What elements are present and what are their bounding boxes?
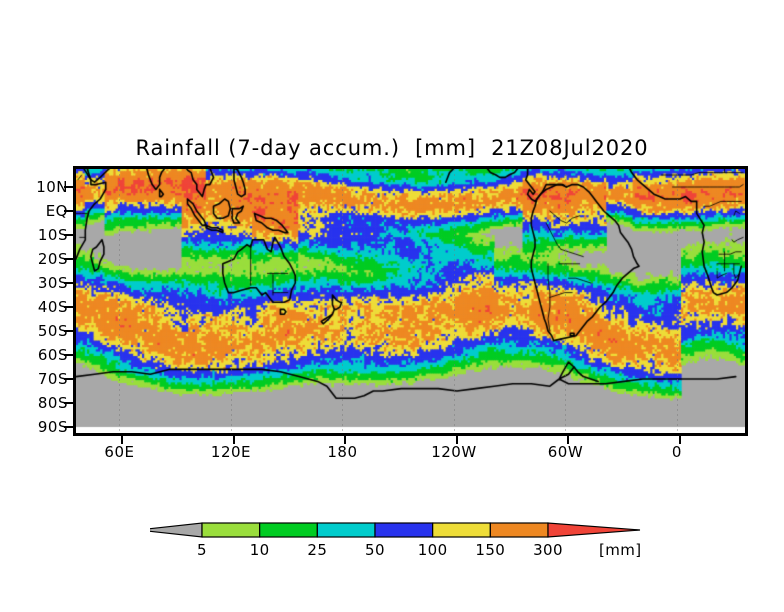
colorbar-tick-label: 300 — [533, 541, 563, 559]
y-axis-label: 50S — [37, 322, 68, 340]
x-axis-tick — [567, 436, 570, 444]
map-plot-area — [73, 166, 748, 436]
y-axis-tick — [64, 282, 73, 284]
colorbar-band — [374, 522, 434, 538]
y-axis-tick — [64, 354, 73, 356]
colorbar-tick-label: 5 — [197, 541, 207, 559]
colorbar-high-arrow — [547, 522, 641, 538]
y-axis-label: 20S — [37, 250, 68, 268]
y-axis-label: 80S — [37, 394, 68, 412]
colorbar-band — [316, 522, 376, 538]
y-axis-label: 30S — [37, 274, 68, 292]
x-axis-label: 180 — [327, 443, 358, 461]
y-axis-tick — [64, 402, 73, 404]
colorbar-tick-label: 150 — [475, 541, 506, 559]
colorbar-swatches — [150, 522, 641, 538]
gridline — [565, 169, 567, 433]
colorbar-tick-label: 100 — [417, 541, 448, 559]
y-axis-label: EQ — [45, 202, 68, 220]
gridline — [676, 169, 678, 433]
colorbar-low-arrow — [150, 522, 203, 538]
y-axis-tick — [64, 426, 73, 428]
x-axis-label: 120W — [431, 443, 477, 461]
x-axis-tick — [455, 436, 458, 444]
y-axis-tick — [64, 210, 73, 212]
x-axis-label: 60W — [547, 443, 584, 461]
gridline — [119, 169, 121, 433]
y-axis-tick — [64, 378, 73, 380]
x-axis-tick — [232, 436, 235, 444]
gridline — [453, 169, 455, 433]
colorbar-band — [201, 522, 261, 538]
colorbar-band — [432, 522, 491, 538]
x-axis-tick — [121, 436, 124, 444]
colorbar-units-label: [mm] — [599, 541, 642, 559]
page-title: Rainfall (7-day accum.) [mm] 21Z08Jul202… — [135, 136, 649, 160]
colorbar-tick-label: 10 — [249, 541, 270, 559]
y-axis: 10N EQ 10S 20S 30S 40S 50S 60S 70S 80S 90S — [12, 166, 68, 436]
colorbar-tick-label: 50 — [365, 541, 385, 559]
x-axis-label: 120E — [210, 443, 252, 461]
y-axis-label: 60S — [37, 346, 68, 364]
y-axis-label: 90S — [37, 418, 68, 436]
y-axis-tick — [64, 234, 73, 236]
y-axis-tick — [64, 330, 73, 332]
gridline — [230, 169, 232, 433]
colorbar-tick-label: 25 — [307, 541, 328, 559]
y-axis-label: 40S — [37, 298, 68, 316]
y-axis-label: 10S — [37, 226, 68, 244]
x-axis-tick — [678, 436, 681, 444]
colorbar-band — [489, 522, 549, 538]
y-axis-tick — [64, 306, 73, 308]
x-axis: 60E 120E 180 120W 60W 0 — [73, 443, 748, 467]
y-axis-tick — [64, 258, 73, 260]
x-axis-label: 60E — [104, 443, 135, 461]
y-axis-label: 70S — [37, 370, 68, 388]
gridline — [342, 169, 344, 433]
colorbar: [mm] 5 10 25 50 100 150 300 — [150, 519, 670, 565]
rainfall-raster — [76, 169, 745, 433]
y-axis-label: 10N — [36, 178, 68, 196]
x-axis-label: 0 — [671, 443, 682, 461]
y-axis-tick — [64, 186, 73, 188]
colorbar-band — [259, 522, 318, 538]
x-axis-tick — [344, 436, 347, 444]
